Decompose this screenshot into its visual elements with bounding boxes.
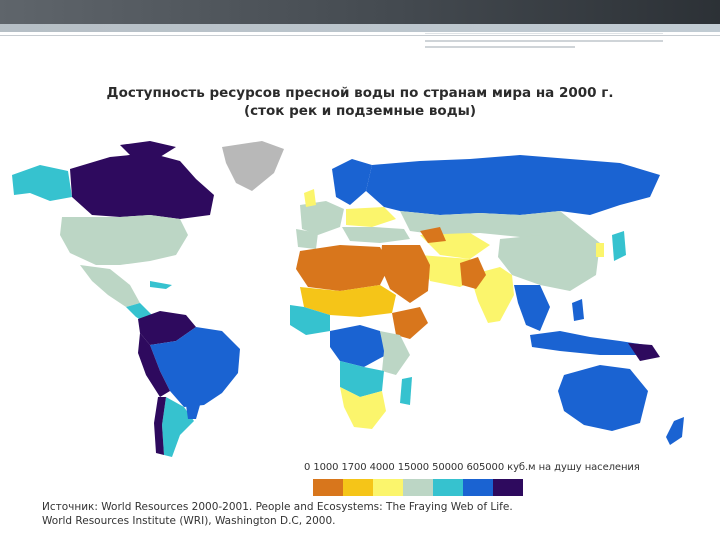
region-balkans-turkey [342,227,410,243]
legend-swatch-1700-4000 [373,479,403,496]
region-cuba [150,281,172,289]
legend-swatch-15000-50000 [433,479,463,496]
region-peru-bolivia [138,333,170,397]
region-madagascar [400,377,412,405]
region-colombia-venezuela [138,311,196,345]
legend-color-scale [313,479,523,496]
region-north-africa [296,245,390,291]
world-freshwater-map [12,141,684,457]
region-angola-zambia [340,361,384,397]
region-japan [612,231,626,261]
region-southern-africa [340,387,386,429]
decorative-line [425,40,663,42]
legend-swatch-lt-1000 [313,479,343,496]
decorative-line [425,46,575,48]
legend-swatch-1000-1700 [343,479,373,496]
region-scandinavia [332,159,372,205]
region-pakistan [460,257,486,289]
region-brazil [150,327,240,407]
region-mexico [80,265,140,307]
region-usa [60,215,188,265]
region-canada [70,153,214,219]
source-citation: Источник: World Resources 2000-2001. Peo… [42,500,602,528]
region-east-africa [380,331,410,375]
title-line-2: (сток рек и подземные воды) [243,103,476,119]
region-southeast-asia [514,285,550,331]
region-australia [558,365,648,431]
region-canada-islands [120,141,176,157]
region-west-africa [290,305,330,335]
region-sahel [300,285,396,317]
region-korea [596,243,604,257]
region-russia [366,155,660,215]
legend-scale-labels: 0 1000 1700 4000 15000 50000 605000 куб.… [304,462,640,473]
region-chile [154,397,166,455]
region-ukraine [346,207,396,227]
region-greenland [222,141,284,191]
region-middle-east [380,245,430,303]
region-alaska [12,165,72,201]
decorative-line [425,33,663,34]
region-philippines [572,299,584,321]
region-ethiopia-somalia [392,307,428,339]
slide-header-accent [0,24,720,32]
region-indonesia [530,331,646,355]
map-title: Доступность ресурсов пресной воды по стр… [60,84,660,120]
slide-header-band [0,0,720,24]
source-line-2: World Resources Institute (WRI), Washing… [42,515,336,527]
legend-swatch-gt-605000 [493,479,523,496]
region-uruguay [186,405,200,419]
slide-header-rule [0,35,720,36]
region-iberia [296,229,318,249]
region-caucasus [420,227,446,243]
region-kazakhstan-mongolia [400,211,580,239]
legend-swatch-4000-15000 [403,479,433,496]
region-new-zealand [666,417,684,445]
region-western-europe [300,201,344,235]
legend-swatch-50000-605000 [463,479,493,496]
region-argentina [162,397,194,457]
region-china [498,227,600,291]
region-central-africa [330,325,386,367]
region-new-guinea [628,343,660,361]
region-uk [304,189,316,207]
title-line-1: Доступность ресурсов пресной воды по стр… [106,85,614,101]
source-line-1: Источник: World Resources 2000-2001. Peo… [42,501,513,513]
